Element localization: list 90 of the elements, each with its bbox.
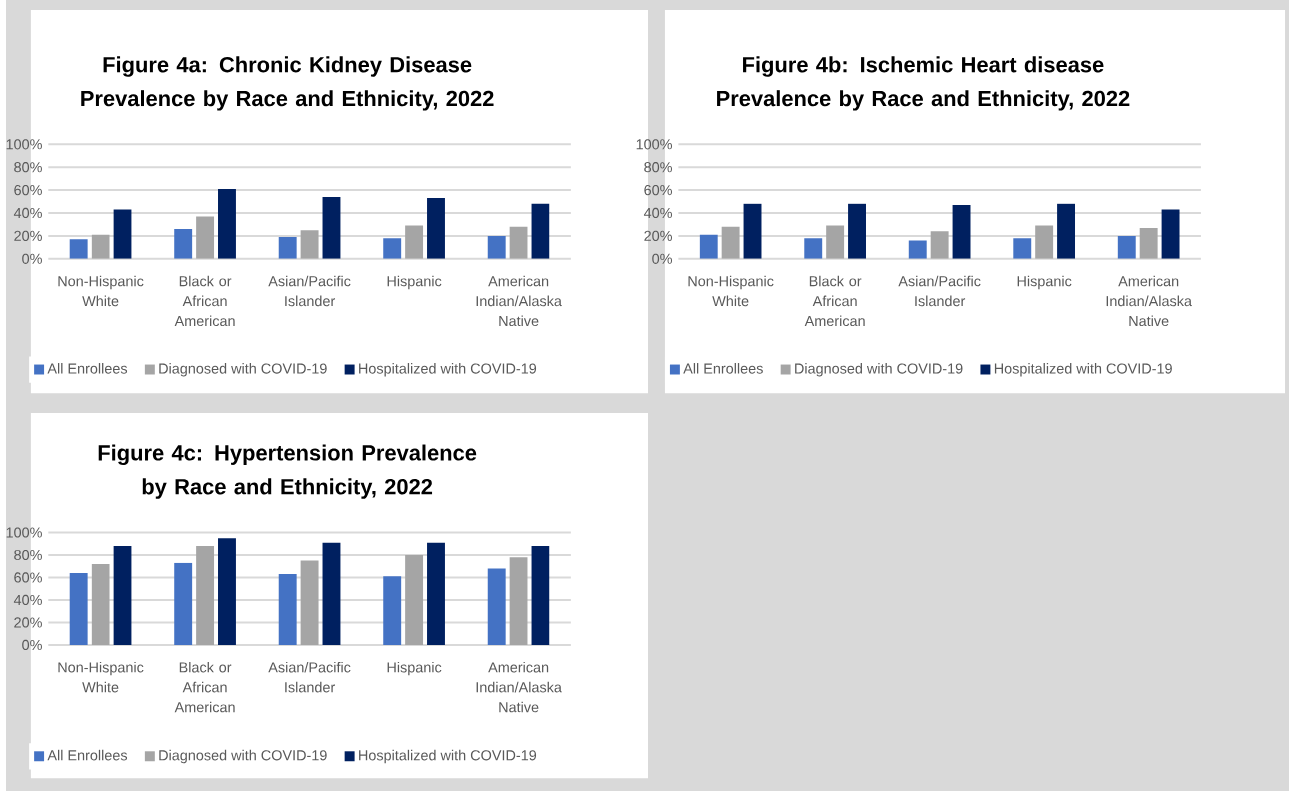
bar: [699, 234, 718, 259]
bar: [196, 216, 215, 259]
bar: [1013, 238, 1032, 259]
x-tick-label: Hispanic: [387, 275, 442, 290]
bar: [1035, 225, 1054, 259]
bar: [405, 225, 424, 259]
y-tick-label: 40%: [13, 594, 42, 605]
bar: [1161, 209, 1180, 259]
x-tick-label: Non-Hispanic White: [58, 275, 144, 307]
x-tick-label: Hispanic: [387, 661, 442, 676]
bar: [427, 542, 445, 645]
legend-label: Hospitalized with COVID-19: [994, 362, 1172, 377]
y-tick-label: 60%: [14, 572, 42, 583]
legend-label: All Enrollees: [683, 362, 763, 374]
bar: [531, 203, 550, 259]
x-tick-label: American Indian/Alaska Native: [476, 661, 562, 713]
chart-title: Figure 4a: Chronic Kidney Disease Prevalence by Race and Ethnicity, 2022: [81, 56, 494, 111]
y-tick-label: 0%: [652, 253, 673, 264]
y-tick-label: 60%: [14, 184, 42, 196]
bar: [218, 537, 236, 645]
bar: [383, 576, 402, 645]
bar: [113, 209, 132, 259]
bar: [1139, 227, 1158, 259]
bar: [322, 542, 341, 645]
bar: [721, 226, 740, 259]
chart-title: Figure 4b: Ischemic Heart disease Prevalence by Race and Ethnicity, 2022: [717, 56, 1130, 111]
bar: [69, 572, 88, 645]
legend-label: Hospitalized with COVID-19: [359, 362, 537, 377]
y-tick-label: 80%: [644, 161, 672, 173]
y-tick-label: 60%: [644, 184, 672, 196]
legend-label: Hospitalized with COVID-19: [359, 749, 537, 764]
legend-label: All Enrollees: [47, 362, 128, 374]
x-tick-label: American Indian/Alaska Native: [1106, 275, 1192, 326]
x-tick-label: Hispanic: [1017, 275, 1072, 290]
y-tick-label: 40%: [13, 207, 42, 218]
y-tick-label: 100%: [6, 139, 42, 150]
bar: [278, 573, 297, 645]
bar: [91, 234, 110, 259]
bar: [427, 197, 445, 259]
legend-label: Diagnosed with COVID-19: [159, 749, 327, 764]
y-tick-label: 100%: [6, 527, 42, 538]
bar: [908, 240, 927, 259]
legend-label: All Enrollees: [47, 749, 128, 761]
x-tick-label: Asian/Pacific Islander: [268, 275, 351, 307]
y-tick-label: 20%: [644, 230, 672, 241]
y-tick-label: 80%: [14, 161, 42, 173]
bar: [952, 204, 971, 259]
bar: [509, 226, 528, 259]
bar: [487, 235, 506, 259]
x-tick-label: Black or African American: [174, 661, 235, 713]
bar: [322, 196, 341, 259]
bar: [531, 545, 550, 645]
y-tick-label: 0%: [22, 639, 42, 650]
y-tick-label: 20%: [14, 230, 42, 241]
y-tick-label: 40%: [643, 207, 672, 218]
bar: [848, 203, 866, 259]
x-tick-label: Asian/Pacific Islander: [268, 661, 351, 693]
bar: [69, 239, 88, 259]
bar: [218, 188, 236, 259]
legend-label: Diagnosed with COVID-19: [795, 362, 963, 377]
x-tick-label: Non-Hispanic White: [688, 275, 774, 307]
bar: [196, 545, 215, 645]
x-tick-label: Black or African American: [804, 275, 865, 326]
y-tick-label: 20%: [14, 617, 42, 628]
bar: [826, 225, 845, 259]
bar: [487, 568, 506, 645]
bar: [91, 563, 110, 645]
y-tick-label: 0%: [22, 253, 42, 264]
y-tick-label: 100%: [636, 139, 672, 150]
bar: [405, 554, 424, 645]
bar: [174, 228, 193, 259]
bar: [509, 557, 528, 645]
bar: [300, 230, 319, 259]
bar: [1057, 203, 1076, 259]
chart-title: Figure 4c: Hypertension Prevalence by Race and Ethnicity, 2022: [98, 444, 477, 499]
bar: [300, 560, 319, 645]
bar: [174, 562, 193, 645]
bar: [278, 236, 297, 259]
x-tick-label: Non-Hispanic White: [58, 661, 144, 693]
bar: [113, 545, 132, 645]
bar: [804, 238, 823, 259]
y-tick-label: 80%: [14, 549, 42, 560]
bar: [383, 238, 402, 259]
bar: [743, 203, 762, 259]
x-tick-label: Asian/Pacific Islander: [898, 275, 981, 307]
x-tick-label: American Indian/Alaska Native: [476, 275, 562, 326]
legend-label: Diagnosed with COVID-19: [159, 362, 327, 377]
bar: [1117, 235, 1136, 259]
x-tick-label: Black or African American: [174, 275, 235, 326]
bar: [930, 231, 949, 259]
